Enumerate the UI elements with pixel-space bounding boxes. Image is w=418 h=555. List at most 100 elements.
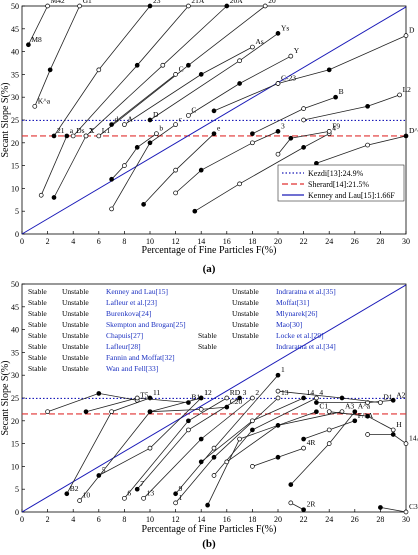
data-point	[83, 409, 89, 415]
data-point	[134, 395, 140, 401]
data-curve	[149, 33, 279, 121]
point-annotation: B2	[70, 484, 79, 493]
x-tick-label: 2	[46, 515, 50, 524]
data-point	[173, 500, 178, 506]
data-curve	[290, 502, 304, 511]
y-tick-label: 20	[11, 417, 19, 426]
point-annotation: 1	[179, 493, 183, 502]
x-tick-label: 18	[248, 237, 256, 246]
data-point	[390, 432, 396, 437]
data-point	[288, 135, 294, 141]
data-point	[237, 181, 242, 187]
data-point	[211, 131, 217, 137]
panel-b-caption: (b)	[202, 538, 216, 550]
data-point	[186, 3, 191, 9]
point-annotation: F/1A	[358, 411, 374, 420]
point-annotation: C	[191, 105, 196, 114]
point-annotation: 4	[319, 388, 323, 397]
data-point	[275, 388, 281, 394]
point-annotation: A^a	[358, 402, 371, 411]
data-curve	[316, 135, 407, 164]
legend-unstable-label: Unstable	[232, 320, 259, 329]
legend-source: Indraratna et al.[35]	[276, 287, 336, 296]
legend-unstable-label: Unstable	[62, 353, 89, 362]
data-point	[301, 145, 306, 150]
data-point	[38, 192, 44, 198]
data-point	[250, 427, 255, 433]
data-curve	[175, 397, 279, 504]
legend-stable-label: Stable	[28, 342, 47, 351]
x-tick-label: 4	[71, 237, 75, 246]
point-annotation: C-23	[281, 74, 296, 83]
point-annotation: A3	[345, 402, 354, 411]
data-point	[211, 454, 217, 460]
point-annotation: X	[89, 126, 95, 135]
point-annotation: Ds	[76, 126, 84, 135]
data-point	[147, 445, 153, 451]
data-point	[365, 103, 370, 109]
data-curve	[111, 74, 176, 125]
data-point	[275, 129, 281, 134]
data-point	[352, 418, 358, 424]
y-tick-label: 15	[11, 162, 19, 171]
data-point	[109, 176, 114, 182]
point-annotation: L1	[102, 126, 111, 135]
data-point	[211, 108, 217, 114]
data-point	[122, 495, 127, 501]
data-point	[250, 140, 255, 146]
data-point	[64, 491, 70, 497]
data-point	[198, 395, 204, 401]
data-point	[262, 3, 268, 9]
data-point	[403, 441, 409, 446]
data-point	[250, 418, 255, 424]
point-annotation: A	[127, 115, 133, 124]
data-curve	[47, 392, 138, 413]
data-curve	[277, 35, 407, 84]
point-annotation: T5	[140, 390, 149, 399]
point-annotation: B	[339, 87, 344, 96]
data-point	[378, 505, 383, 510]
point-annotation: C20	[230, 397, 243, 406]
data-point	[301, 117, 306, 123]
legend-source: Kenney and Lau[15]	[106, 287, 168, 296]
data-point	[237, 81, 242, 86]
data-point	[397, 92, 402, 98]
y-tick-label: 30	[11, 93, 19, 102]
data-point	[403, 33, 409, 38]
legend-source: Skempton and Brogan[25]	[106, 320, 186, 329]
point-annotation: C1	[319, 402, 328, 411]
legend-entry: Kezdi[13]:24.9%	[308, 169, 364, 178]
data-point	[173, 72, 178, 77]
data-point	[109, 206, 114, 212]
data-point	[198, 436, 204, 442]
legend-source: Indraratna et al.[34]	[276, 342, 336, 351]
point-annotation: c	[179, 115, 183, 124]
data-point	[147, 409, 153, 415]
x-tick-label: 0	[20, 515, 24, 524]
data-point	[237, 395, 242, 401]
point-annotation: C30	[409, 502, 418, 511]
legend-stable-label: Stable	[28, 364, 47, 373]
point-annotation: 13	[147, 488, 155, 497]
x-tick-label: 24	[325, 237, 333, 246]
x-tick-label: 24	[325, 515, 333, 524]
panel-b-y-axis-label: Secant Slope S(%)	[0, 361, 11, 436]
data-point	[160, 62, 166, 68]
x-tick-label: 14	[197, 237, 205, 246]
data-point	[301, 106, 306, 111]
point-annotation: 20A	[230, 0, 244, 5]
data-point	[352, 409, 358, 415]
point-annotation: B1	[191, 393, 200, 402]
y-tick-label: 40	[11, 326, 19, 335]
data-point	[275, 454, 281, 460]
point-annotation: D	[409, 26, 415, 35]
legend-source: Wan and Fell[33]	[106, 364, 158, 373]
reference-line-slope	[21, 284, 407, 513]
data-point	[365, 432, 370, 437]
point-annotation: 14	[307, 388, 315, 397]
y-tick-label: 45	[11, 25, 19, 34]
data-curve	[111, 133, 157, 180]
legend-source: Fannin and Moffat[32]	[106, 353, 175, 362]
point-annotation: Ys	[281, 23, 289, 32]
data-curve	[303, 94, 400, 121]
